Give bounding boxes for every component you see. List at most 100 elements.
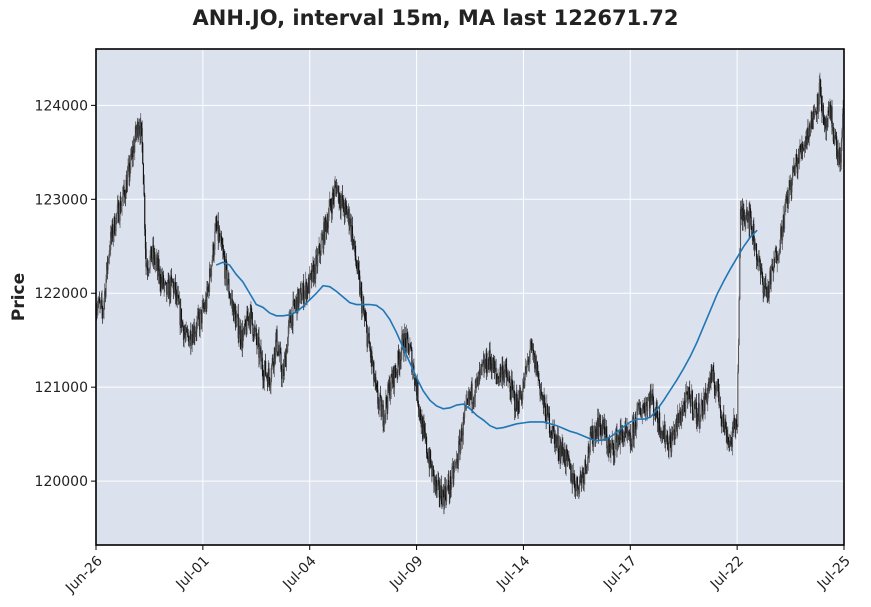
candlestick: [233, 300, 235, 322]
candlestick: [287, 320, 289, 346]
candlestick: [618, 429, 620, 448]
candlestick: [778, 253, 780, 264]
candlestick: [605, 419, 607, 439]
candlestick: [678, 409, 680, 423]
candlestick: [98, 291, 100, 303]
candlestick: [417, 379, 419, 407]
candlestick: [291, 306, 293, 330]
candlestick: [325, 214, 327, 232]
candlestick: [570, 465, 573, 483]
candlestick: [154, 247, 156, 271]
candlestick: [500, 363, 502, 383]
candlestick: [576, 475, 578, 492]
candlestick: [555, 433, 557, 452]
candlestick: [349, 213, 352, 228]
candlestick: [150, 246, 152, 263]
candlestick: [748, 202, 750, 239]
candlestick: [510, 385, 512, 402]
candlestick: [339, 192, 341, 209]
candlestick: [188, 335, 190, 347]
candlestick: [746, 206, 748, 223]
candlestick: [782, 235, 784, 250]
candlestick: [385, 389, 387, 424]
candlestick: [757, 253, 759, 267]
candlestick: [370, 349, 372, 367]
candlestick: [243, 326, 245, 341]
candlestick: [274, 346, 276, 366]
candlestick: [428, 447, 430, 477]
candlestick: [712, 365, 714, 372]
candlestick: [301, 293, 303, 305]
candlestick: [675, 419, 677, 440]
candlestick: [665, 434, 667, 442]
candlestick: [267, 360, 269, 388]
candlestick: [535, 354, 537, 377]
candlestick: [329, 191, 331, 207]
candlestick: [476, 373, 478, 394]
candlestick: [683, 401, 685, 417]
candlestick: [825, 115, 827, 140]
candlestick: [179, 298, 181, 335]
candlestick: [267, 373, 269, 392]
candlestick: [586, 456, 589, 474]
candlestick: [617, 434, 619, 452]
candlestick: [625, 417, 627, 438]
candlestick: [220, 233, 222, 238]
candlestick: [706, 387, 708, 405]
candlestick: [689, 394, 691, 414]
candlestick: [733, 414, 736, 430]
candlestick: [230, 293, 232, 304]
candlestick: [237, 313, 239, 318]
candlestick: [387, 381, 389, 415]
candlestick: [596, 422, 598, 439]
candlestick: [490, 353, 492, 379]
candlestick: [639, 401, 641, 416]
candlestick: [386, 396, 388, 420]
candlestick: [334, 176, 336, 189]
candlestick: [725, 414, 727, 429]
candlestick: [319, 250, 321, 265]
candlestick: [191, 324, 193, 353]
candlestick: [245, 316, 247, 338]
candlestick: [478, 361, 480, 385]
candlestick: [265, 353, 267, 377]
candlestick: [120, 196, 122, 213]
candlestick: [513, 380, 515, 401]
candlestick: [361, 282, 363, 321]
candlestick: [337, 185, 339, 204]
candlestick: [777, 250, 779, 261]
candlestick: [671, 426, 673, 442]
candlestick: [619, 420, 621, 455]
candlestick: [233, 303, 235, 324]
candlestick: [122, 186, 124, 202]
candlestick: [357, 256, 360, 280]
candlestick: [505, 358, 507, 378]
candlestick: [685, 381, 687, 403]
candlestick: [687, 386, 689, 405]
candlestick: [271, 363, 273, 383]
candlestick: [488, 357, 490, 370]
candlestick: [758, 250, 760, 263]
candlestick: [467, 391, 469, 405]
candlestick: [681, 400, 683, 430]
candlestick: [483, 353, 485, 378]
candlestick: [562, 447, 565, 464]
candlestick: [788, 175, 790, 204]
candlestick: [566, 444, 568, 462]
candlestick: [139, 117, 141, 145]
candlestick: [300, 281, 302, 305]
candlestick: [531, 339, 533, 351]
candlestick: [208, 282, 210, 299]
candlestick: [333, 179, 335, 208]
candlestick: [344, 198, 346, 223]
candlestick: [235, 303, 237, 331]
candlestick: [156, 248, 158, 272]
candlestick: [212, 241, 214, 264]
candlestick: [196, 315, 198, 342]
candlestick: [104, 283, 106, 310]
candlestick: [126, 165, 128, 193]
candlestick: [398, 348, 400, 376]
candlestick: [817, 92, 819, 114]
candlestick: [202, 298, 205, 313]
candlestick: [147, 260, 149, 276]
